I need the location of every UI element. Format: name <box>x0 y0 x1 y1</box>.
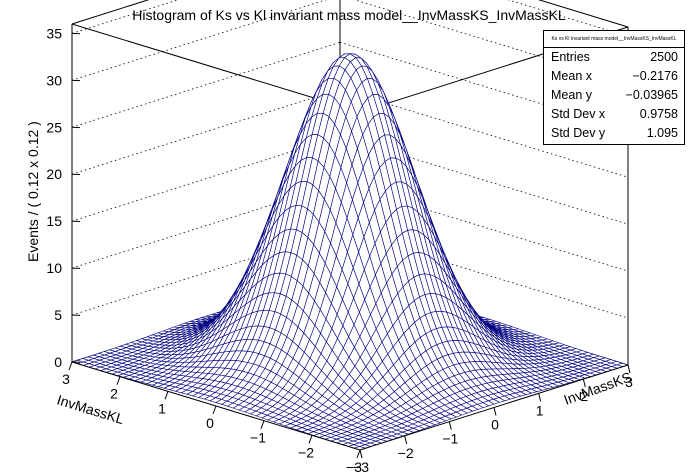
z-gridline <box>353 0 629 84</box>
x-tick <box>627 364 631 374</box>
z-tick-label: 30 <box>46 72 62 88</box>
stats-row: Mean y −0.03965 <box>544 86 684 105</box>
x-tick-label: 3 <box>625 374 633 390</box>
z-gridline <box>71 0 327 81</box>
stats-value: 2500 <box>650 50 678 64</box>
y-tick-label: 3 <box>62 371 70 387</box>
x-tick <box>404 435 408 444</box>
y-tick <box>164 391 169 400</box>
stats-value: 0.9758 <box>639 107 678 121</box>
y-tick-label: −2 <box>298 444 314 460</box>
stats-label: Std Dev x <box>551 107 606 121</box>
y-tick <box>308 435 313 444</box>
z-axis-label: Events / ( 0.12 x 0.12 ) <box>25 121 41 262</box>
y-tick-label: 0 <box>206 415 214 431</box>
stats-box-header: Ks vs Kl invariant mass model__InvMassKS… <box>544 31 684 48</box>
stats-label: Std Dev y <box>551 126 606 140</box>
stats-label: Mean y <box>551 88 592 102</box>
surface-mesh <box>71 53 629 451</box>
stats-row: Entries 2500 <box>544 48 684 67</box>
stats-box: Ks vs Kl invariant mass model__InvMassKS… <box>543 30 685 145</box>
z-tick-label: 35 <box>46 25 62 41</box>
z-gridline <box>339 41 629 131</box>
box-edge <box>71 23 361 113</box>
stats-value: −0.2176 <box>632 69 678 83</box>
x-tick <box>448 421 452 430</box>
z-tick-label: 20 <box>46 166 62 182</box>
axes: 0 5 10 15 20 25 30 35 −3 −2 −1 0 1 2 3 −3 −2 −1 0 1 2 3 <box>46 24 633 474</box>
stats-label: Mean x <box>551 69 592 83</box>
z-tick-label: 0 <box>54 354 62 370</box>
stats-value: −0.03965 <box>625 88 678 102</box>
y-tick <box>68 361 73 371</box>
y-tick <box>260 420 265 429</box>
stats-row: Mean x −0.2176 <box>544 67 684 86</box>
chart-title: Histogram of Ks vs Kl invariant mass mod… <box>132 7 566 23</box>
y-tick-label: −3 <box>346 459 362 474</box>
y-tick <box>356 449 361 459</box>
y-tick-label: 1 <box>158 400 166 416</box>
box-edge <box>537 0 629 28</box>
x-tick-label: 0 <box>491 417 499 433</box>
stats-value: 1.095 <box>646 126 678 140</box>
x-tick-label: −3 <box>353 459 369 474</box>
y-tick <box>116 376 121 385</box>
x-tick <box>538 393 542 402</box>
z-gridline <box>71 41 341 128</box>
y-tick-label: −1 <box>250 430 266 446</box>
x-tick-label: −1 <box>442 431 458 447</box>
x-tick-label: −2 <box>398 445 414 461</box>
stats-row: Std Dev x 0.9758 <box>544 105 684 124</box>
y-tick-label: 2 <box>110 386 118 402</box>
box-edge <box>71 0 150 25</box>
x-tick-label: 2 <box>580 388 588 404</box>
stats-label: Entries <box>551 50 590 64</box>
stats-row: Std Dev y 1.095 <box>544 124 684 143</box>
x-tick <box>359 449 363 459</box>
z-gridline <box>71 88 341 175</box>
z-tick-label: 15 <box>46 213 62 229</box>
z-tick-label: 5 <box>54 307 62 323</box>
x-tick-label: 1 <box>536 402 544 418</box>
y-tick <box>212 405 217 415</box>
x-tick <box>493 407 497 416</box>
z-tick-label: 25 <box>46 119 62 135</box>
z-tick-label: 10 <box>46 260 62 276</box>
x-tick <box>582 379 586 388</box>
